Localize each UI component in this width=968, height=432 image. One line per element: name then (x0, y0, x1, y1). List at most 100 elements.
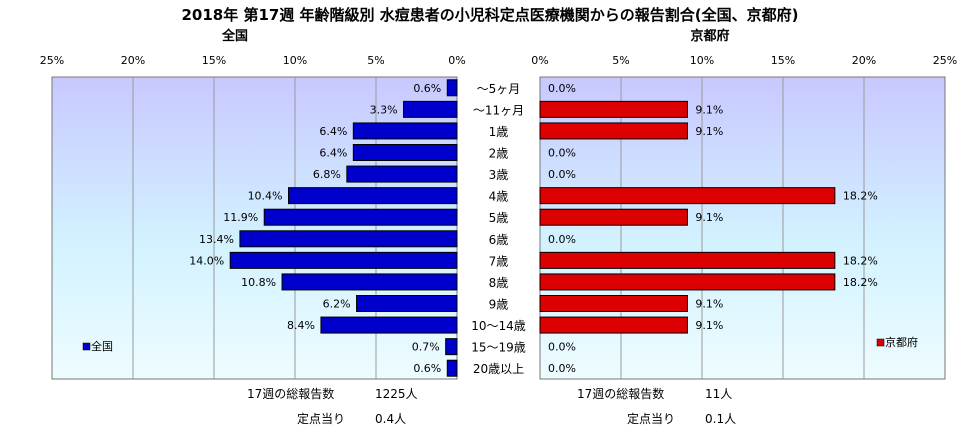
right-value-label: 9.1% (695, 211, 723, 224)
left-value-label: 6.8% (313, 168, 341, 181)
chart-title: 2018年 第17週 年齢階級別 水痘患者の小児科定点医療機関からの報告割合(全… (181, 6, 798, 24)
right-legend-label: 京都府 (885, 335, 918, 349)
left-value-label: 6.2% (323, 298, 351, 311)
right-panel-title: 京都府 (690, 28, 729, 44)
left-panel-title: 全国 (221, 28, 248, 44)
left-value-label: 0.6% (413, 362, 441, 375)
right-value-label: 18.2% (843, 254, 878, 267)
left-bars (229, 79, 458, 377)
category-label: ～5ヶ月 (477, 82, 521, 96)
left-value-label: 8.4% (287, 319, 315, 332)
right-value-label: 0.0% (548, 168, 576, 181)
left-bar (288, 187, 458, 205)
left-bar (263, 208, 458, 226)
left-value-label: 3.3% (370, 103, 398, 116)
category-labels: ～5ヶ月 ～11ヶ月 1歳 2歳 3歳 4歳 5歳 6歳 7歳 8歳 9歳 10～14歳 15～19歳 2… (471, 82, 526, 376)
category-label: 4歳 (489, 190, 509, 204)
right-bar (539, 251, 836, 269)
left-axis-ticks: 0% 5% 10% 15% 20% 25% (40, 54, 466, 67)
national-total-value: 1225人 (375, 387, 418, 401)
left-value-label: 6.4% (319, 147, 347, 160)
left-tick-label: 0% (448, 54, 465, 67)
left-value-label: 14.0% (189, 254, 224, 267)
left-value-label: 6.4% (319, 125, 347, 138)
right-value-label: 0.0% (548, 341, 576, 354)
right-value-label: 0.0% (548, 82, 576, 95)
left-tick-label: 5% (367, 54, 384, 67)
category-label: 20歳以上 (473, 362, 524, 376)
right-tick-label: 10% (690, 54, 714, 67)
right-bar (539, 295, 688, 312)
kyoto-total-value: 11人 (705, 387, 733, 401)
left-tick-label: 10% (283, 54, 307, 67)
left-bar (403, 100, 458, 118)
category-label: 3歳 (489, 168, 509, 182)
category-label: 2歳 (489, 147, 509, 161)
left-bar (445, 338, 458, 356)
right-tick-label: 0% (531, 54, 548, 67)
kyoto-per-site-label: 定点当り (627, 412, 676, 426)
category-label: 7歳 (489, 254, 509, 268)
left-value-label: 0.7% (412, 341, 440, 354)
left-bar (356, 295, 458, 312)
left-tick-label: 20% (121, 54, 145, 67)
category-label: 6歳 (489, 233, 509, 247)
left-bar (281, 273, 458, 291)
right-value-label: 18.2% (843, 190, 878, 203)
right-value-label: 0.0% (548, 233, 576, 246)
right-tick-label: 15% (771, 54, 795, 67)
right-axis-ticks: 0% 5% 10% 15% 20% 25% (531, 54, 957, 67)
left-legend-label: 全国 (91, 339, 113, 353)
right-value-label: 9.1% (695, 319, 723, 332)
right-tick-label: 25% (933, 54, 957, 67)
left-value-label: 10.8% (241, 276, 276, 289)
right-legend: 京都府 (876, 335, 918, 349)
category-label: 15～19歳 (471, 341, 526, 355)
left-bar (446, 359, 458, 377)
kyoto-per-site-value: 0.1人 (705, 412, 737, 426)
right-bars (539, 100, 836, 334)
right-bar (539, 208, 688, 226)
right-tick-label: 20% (852, 54, 876, 67)
left-tick-label: 25% (40, 54, 64, 67)
national-total-label: 17週の総報告数 (247, 387, 335, 401)
national-per-site-value: 0.4人 (375, 412, 407, 426)
category-label: 5歳 (489, 211, 509, 225)
right-value-label: 9.1% (695, 103, 723, 116)
left-value-label: 13.4% (199, 233, 234, 246)
left-bar (320, 316, 458, 334)
right-value-label: 18.2% (843, 276, 878, 289)
category-label: 8歳 (489, 276, 509, 290)
category-label: ～11ヶ月 (473, 103, 524, 117)
right-value-label: 0.0% (548, 362, 576, 375)
right-bar (539, 316, 688, 334)
left-value-labels: 0.6% 3.3% 6.4% 6.4% 6.8% 10.4% 11.9% 13.4% 14.0%… (189, 82, 441, 375)
right-bar (539, 187, 836, 205)
right-legend-swatch (876, 338, 885, 347)
right-plot-area (539, 76, 946, 380)
left-bar (229, 251, 458, 269)
category-label: 10～14歳 (471, 319, 526, 333)
left-bar (352, 144, 458, 161)
national-per-site-label: 定点当り (297, 412, 346, 426)
left-bar (346, 165, 458, 183)
right-value-label: 9.1% (695, 298, 723, 311)
right-value-labels: 0.0% 9.1% 9.1% 0.0% 0.0% 18.2% 9.1% 0.0% 18.2% 18… (548, 82, 878, 375)
kyoto-total-label: 17週の総報告数 (577, 387, 665, 401)
right-value-label: 9.1% (695, 125, 723, 138)
right-bar (539, 273, 836, 291)
left-legend: 全国 (82, 339, 113, 353)
left-value-label: 11.9% (223, 211, 258, 224)
category-label: 1歳 (489, 125, 509, 139)
right-tick-label: 5% (612, 54, 629, 67)
left-tick-label: 15% (202, 54, 226, 67)
category-label: 9歳 (489, 298, 509, 312)
left-value-label: 10.4% (248, 190, 283, 203)
left-bar (352, 122, 458, 140)
left-value-label: 0.6% (413, 82, 441, 95)
right-value-label: 0.0% (548, 147, 576, 160)
left-bar (239, 230, 458, 248)
left-plot-area (51, 76, 458, 380)
right-bar (539, 100, 688, 118)
right-bar (539, 122, 688, 140)
